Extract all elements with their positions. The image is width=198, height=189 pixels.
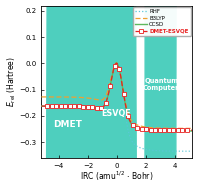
Text: Quantum
Computer: Quantum Computer [143, 78, 179, 91]
Polygon shape [44, 0, 97, 189]
Legend: RHF, B3LYP, CCSD, DMET-ESVQE: RHF, B3LYP, CCSD, DMET-ESVQE [132, 7, 191, 36]
Polygon shape [143, 0, 178, 189]
X-axis label: IRC (amu$^{1/2}$ $\cdot$ Bohr): IRC (amu$^{1/2}$ $\cdot$ Bohr) [80, 170, 154, 184]
Polygon shape [91, 0, 137, 189]
Y-axis label: $E_\mathrm{rel}$ (Hartree): $E_\mathrm{rel}$ (Hartree) [6, 56, 18, 107]
Text: ESVQE: ESVQE [101, 109, 131, 118]
Text: DMET: DMET [53, 120, 82, 129]
